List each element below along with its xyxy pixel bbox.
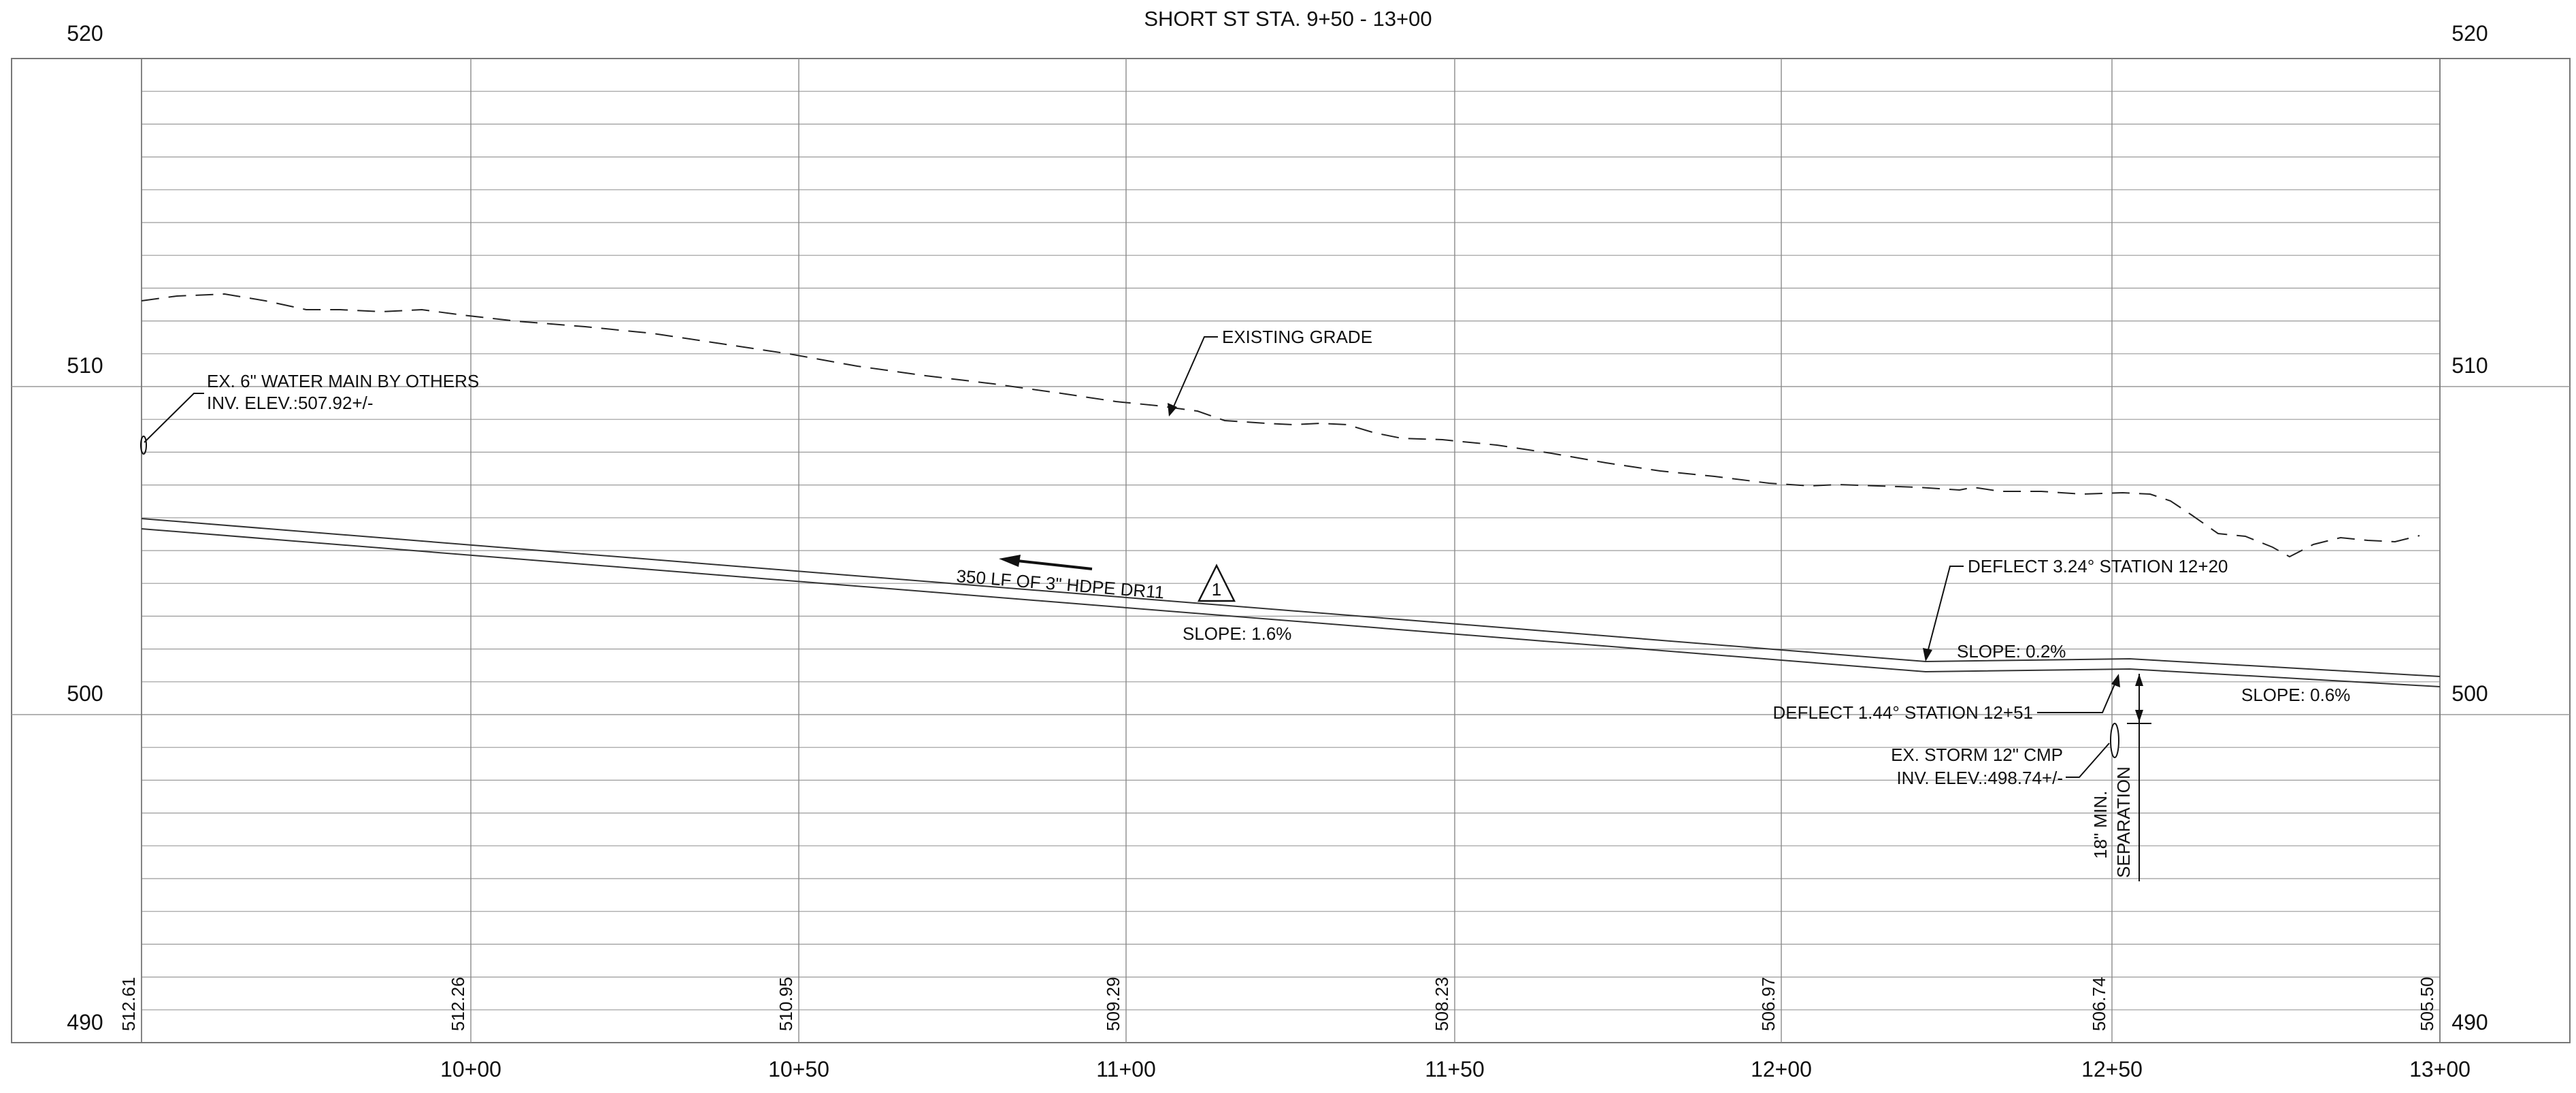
flow-arrow-head — [999, 555, 1021, 567]
slope-main-label: SLOPE: 1.6% — [1183, 623, 1291, 644]
separation-arrow-up — [2135, 674, 2143, 686]
flow-arrow-shaft — [1017, 559, 1093, 570]
deflect-1-label: DEFLECT 3.24° STATION 12+20 — [1968, 556, 2228, 576]
deflect-1-arrowhead — [1923, 648, 1932, 662]
water-main-label: EX. 6" WATER MAIN BY OTHERS — [207, 371, 479, 391]
elevation-label-right: 500 — [2451, 681, 2488, 706]
grade-elevation-label: 505.50 — [2417, 977, 2437, 1031]
elevation-label-left: 510 — [67, 353, 103, 378]
deflect-2-label: DEFLECT 1.44° STATION 12+51 — [1773, 702, 2034, 723]
grade-elevation-label: 512.61 — [118, 977, 139, 1031]
elevation-label-right: 510 — [2451, 353, 2488, 378]
grade-elevation-label: 508.23 — [1432, 977, 1452, 1031]
grade-elevation-label: 506.74 — [2089, 977, 2109, 1031]
water-main-leader — [144, 393, 204, 443]
pipe-top-line — [141, 518, 2441, 677]
grade-elevation-label: 509.29 — [1103, 977, 1123, 1031]
existing-grade-leader — [1171, 336, 1218, 412]
station-label: 10+00 — [440, 1057, 501, 1081]
deflect-1-leader — [1926, 566, 1964, 655]
profile-title: SHORT ST STA. 9+50 - 13+00 — [1144, 7, 1432, 31]
elevation-label-left: 490 — [67, 1010, 103, 1034]
pipe-bottom-line — [141, 528, 2441, 687]
station-label: 13+00 — [2409, 1057, 2471, 1081]
storm-invert-label: INV. ELEV.:498.74+/- — [1896, 768, 2063, 788]
water-main-invert-label: INV. ELEV.:507.92+/- — [207, 393, 374, 413]
grade-elevation-label: 506.97 — [1758, 977, 1779, 1031]
grade-elevation-label: 512.26 — [448, 977, 468, 1031]
profile-frame — [11, 58, 2571, 1043]
station-label: 12+00 — [1751, 1057, 1812, 1081]
deflect-2-leader — [2037, 677, 2118, 713]
slope-mid-label: SLOPE: 0.2% — [1957, 641, 2066, 662]
water-main-symbol — [140, 436, 147, 455]
storm-leader — [2066, 743, 2110, 778]
grade-elevation-label: 510.95 — [776, 977, 796, 1031]
station-label: 11+50 — [1425, 1057, 1485, 1081]
elevation-label-right: 520 — [2451, 21, 2488, 46]
station-label: 11+00 — [1096, 1057, 1156, 1081]
deflect-2-arrowhead — [2111, 674, 2120, 687]
existing-grade-arrowhead — [1168, 403, 1177, 417]
existing-grade-line — [141, 293, 2420, 558]
keynote-number: 1 — [1212, 579, 1221, 600]
station-label: 12+50 — [2081, 1057, 2143, 1081]
storm-label: EX. STORM 12" CMP — [1891, 745, 2063, 765]
storm-pipe-symbol — [2110, 723, 2119, 758]
elevation-label-left: 500 — [67, 681, 103, 706]
station-label: 10+50 — [768, 1057, 829, 1081]
elevation-label-right: 490 — [2451, 1010, 2488, 1034]
axis-labels: 520 510 500 490 520 510 500 490 10+00 10+50 11+00 1… — [67, 21, 2488, 1081]
separation-arrow-down — [2135, 710, 2143, 722]
keynote-triangle — [1197, 564, 1236, 602]
slope-end-label: SLOPE: 0.6% — [2241, 685, 2350, 705]
separation-label-2: SEPARATION — [2113, 766, 2134, 878]
elevation-label-left: 520 — [67, 21, 103, 46]
separation-label-1: 18" MIN. — [2090, 791, 2111, 859]
existing-grade-label: EXISTING GRADE — [1222, 327, 1372, 347]
profile-grid — [12, 59, 2570, 1043]
